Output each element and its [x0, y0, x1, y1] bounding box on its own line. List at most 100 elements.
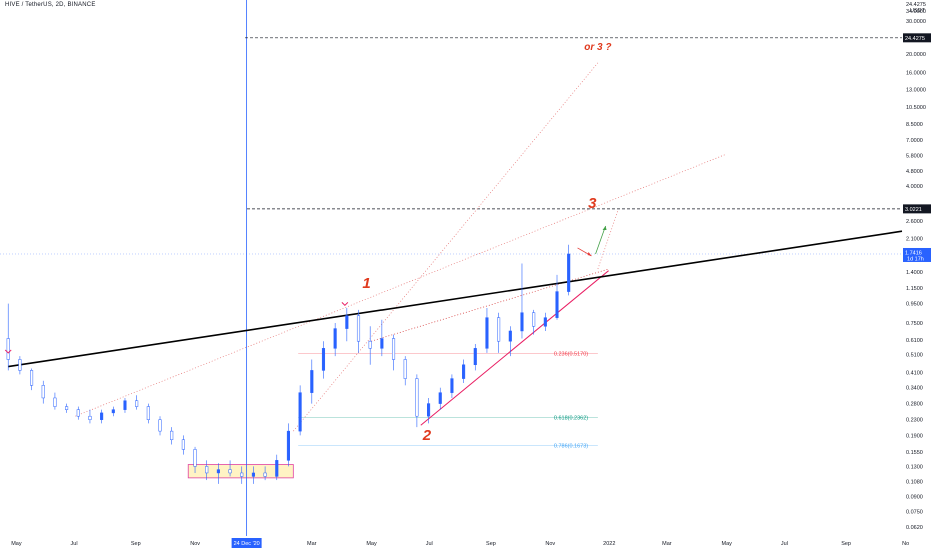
- price-axis-label: 0.1300: [906, 464, 923, 470]
- candle-body: [135, 400, 139, 407]
- candle-body: [181, 439, 185, 450]
- time-axis-label: Sep: [131, 541, 141, 547]
- price-axis-label: 0.1550: [906, 450, 923, 456]
- symbol-title: HIVE / TetherUS, 2D, BINANCE: [5, 2, 96, 8]
- candle: [123, 397, 127, 413]
- candle-body: [41, 385, 45, 399]
- candle: [170, 427, 174, 445]
- candle-body: [18, 359, 22, 371]
- candle: [543, 312, 547, 331]
- candle-body: [240, 472, 244, 477]
- candle: [41, 380, 45, 404]
- price-axis-label: 34.0000: [906, 9, 926, 15]
- price-axis-label: 0.2300: [906, 418, 923, 424]
- candle: [345, 308, 349, 342]
- candle-body: [193, 449, 197, 467]
- candle: [275, 454, 279, 481]
- candle: [100, 409, 104, 424]
- candle-body: [485, 317, 489, 349]
- candle-body: [567, 253, 571, 292]
- wave-label-1: 1: [362, 275, 370, 292]
- candle-body: [391, 338, 396, 360]
- time-axis-label: No: [902, 541, 909, 547]
- candle-body: [427, 403, 431, 417]
- price-axis-label: 0.7500: [906, 321, 923, 327]
- candle: [462, 359, 466, 384]
- time-axis-label: 2022: [603, 541, 615, 547]
- peak-marker: [4, 349, 12, 354]
- candle-body: [520, 312, 524, 332]
- price-tag-text: 24.4275: [905, 36, 925, 42]
- candle-body: [88, 415, 92, 420]
- candle: [450, 374, 454, 398]
- crosshair-date-tag-text: 24 Dec '20: [234, 541, 260, 547]
- price-axis-label: 5.8000: [906, 154, 923, 160]
- arrow-down-right-head: [587, 251, 592, 256]
- candle: [228, 460, 232, 477]
- candle-body: [263, 472, 267, 477]
- candle-body: [205, 466, 209, 474]
- currency-line-1: 24.4275: [906, 2, 926, 8]
- price-axis-label: 0.3400: [906, 386, 923, 392]
- candle-body: [100, 412, 104, 420]
- candle: [497, 312, 501, 353]
- time-axis-label: Mar: [307, 541, 317, 547]
- fib-level-label: 0.786(0.1673): [554, 444, 588, 450]
- price-axis-label: 8.5000: [906, 122, 923, 128]
- candle: [135, 395, 139, 410]
- price-axis-label: 0.0620: [906, 525, 923, 531]
- time-axis: May Jul Sep Nov Mar May Jul Sep Nov 2022 Mar May Jul…: [11, 541, 909, 547]
- price-axis-label: 0.0900: [906, 494, 923, 500]
- candle: [76, 406, 80, 420]
- candle: [6, 303, 10, 371]
- price-axis-label: 0.4100: [906, 370, 923, 376]
- price-axis-label: 4.8000: [906, 169, 923, 175]
- candle-body: [111, 409, 115, 414]
- current-price-tag-box: [903, 247, 931, 262]
- candle: [310, 359, 314, 404]
- price-axis: 0.0620 0.0750 0.0900 0.1080 0.1300 0.1550 0.19…: [906, 2, 926, 531]
- wedge-support-line: [420, 270, 609, 426]
- wave-label-or-3: or 3 ?: [584, 42, 611, 53]
- candle-body: [532, 312, 536, 327]
- candle-body: [438, 392, 442, 404]
- price-tag-text: 3.0221: [905, 207, 922, 213]
- candle: [532, 309, 536, 335]
- price-axis-label: 1.4000: [906, 270, 923, 276]
- accumulation-box: [187, 464, 294, 479]
- candle: [438, 387, 442, 410]
- candle: [53, 392, 57, 410]
- time-axis-label: Jul: [71, 541, 78, 547]
- time-axis-label: Sep: [486, 541, 496, 547]
- candle: [368, 326, 372, 365]
- candle-body: [275, 460, 279, 477]
- candle: [520, 263, 524, 339]
- candle-body: [368, 340, 372, 349]
- candle-body: [6, 338, 10, 360]
- candle: [555, 274, 559, 320]
- candle: [333, 322, 337, 357]
- candle: [473, 343, 477, 371]
- major-trendline: [8, 230, 903, 368]
- projection-dotted-line: [75, 153, 727, 417]
- candle: [158, 416, 162, 436]
- candle-body: [65, 406, 69, 410]
- price-tag-box: [903, 204, 931, 214]
- candle: [146, 403, 150, 424]
- projection-dotted-line: [371, 268, 609, 342]
- fib-level-label: 0.618(0.2362): [554, 416, 588, 422]
- candle-body: [356, 315, 361, 342]
- price-axis-label: 0.9500: [906, 302, 923, 308]
- candle: [65, 403, 69, 413]
- time-axis-label: Nov: [545, 541, 555, 547]
- candle-body: [543, 317, 547, 327]
- candle-body: [251, 472, 255, 477]
- crosshair-date-tag-box: [231, 538, 262, 548]
- time-axis-label: May: [11, 541, 22, 547]
- price-tag-box: [903, 33, 931, 43]
- candle-body: [298, 392, 302, 432]
- candle-body: [497, 317, 501, 342]
- candle-body: [123, 400, 127, 410]
- candle: [508, 326, 512, 357]
- candle-body: [473, 348, 477, 366]
